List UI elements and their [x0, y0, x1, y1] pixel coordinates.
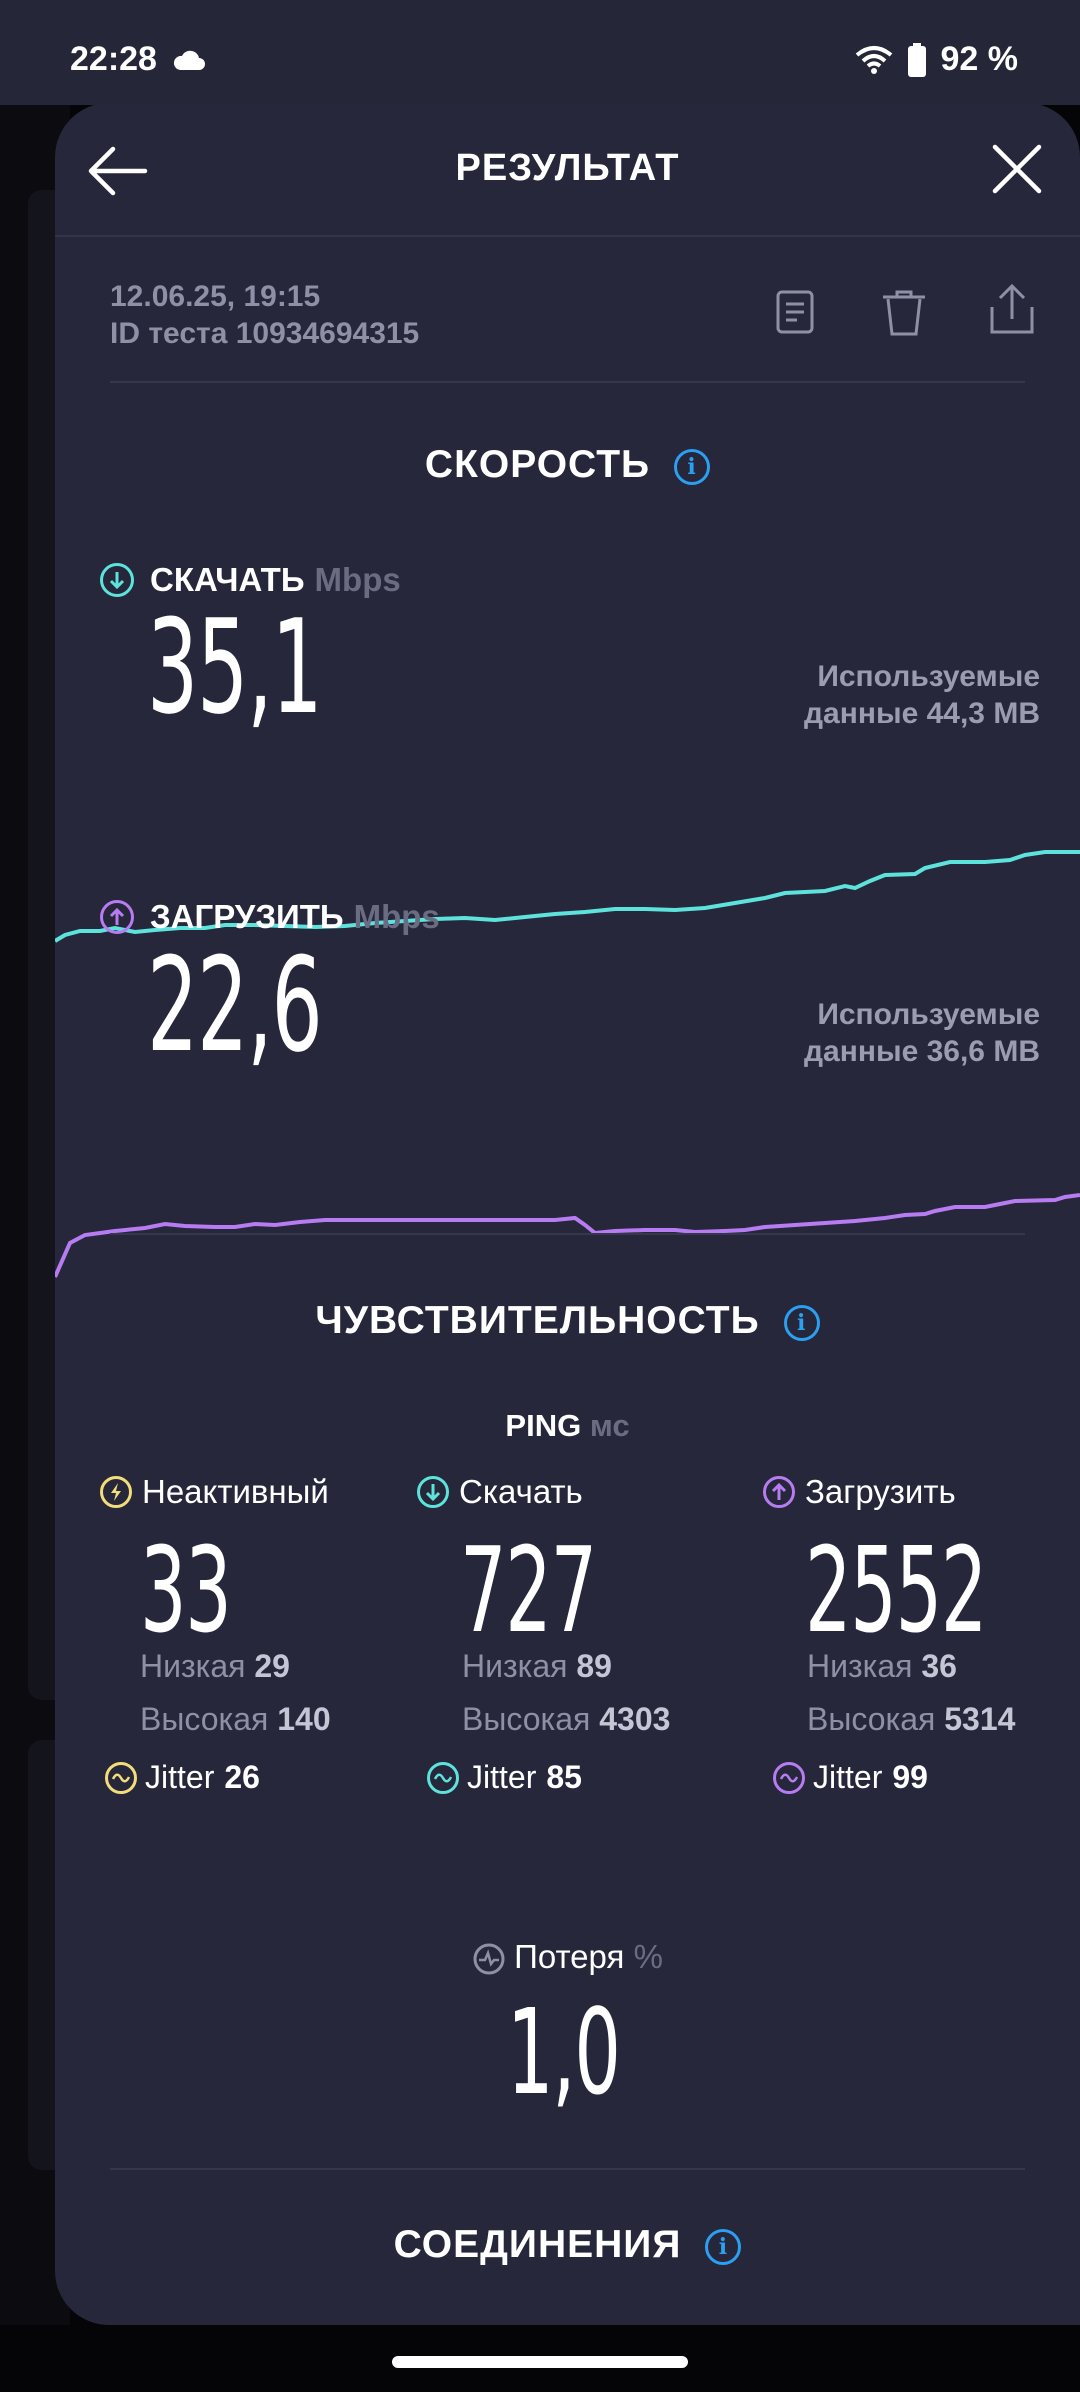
test-datetime: 12.06.25, 19:15 — [110, 280, 321, 313]
upload-used-data: Используемые данные 36,6 MB — [804, 998, 1040, 1068]
header: РЕЗУЛЬТАТ — [55, 103, 1080, 237]
packet-loss-value: 1,0 — [507, 1983, 621, 2121]
upload-label: ЗАГРУЗИТЬ Mbps — [100, 898, 440, 936]
ping-idle-column: Неактивный — [100, 1473, 329, 1511]
ping-idle-high: Высокая 140 — [140, 1701, 331, 1737]
upload-speed-graph — [55, 1193, 1080, 1278]
packet-loss-label: Потеря % — [55, 1938, 1080, 1976]
ping-idle-jitter: Jitter 26 — [105, 1759, 260, 1796]
close-icon[interactable] — [989, 141, 1045, 197]
ping-upload-jitter: Jitter 99 — [773, 1759, 928, 1796]
result-sheet: РЕЗУЛЬТАТ 12.06.25, 19:15 ID теста 10934… — [55, 103, 1080, 2325]
ping-idle-value: 33 — [140, 1521, 232, 1659]
upload-arrow-icon — [100, 900, 134, 934]
wifi-icon — [855, 45, 892, 74]
battery-icon — [907, 42, 926, 77]
ping-idle-low: Низкая 29 — [140, 1648, 290, 1684]
ping-download-high: Высокая 4303 — [462, 1701, 671, 1737]
info-icon[interactable]: i — [705, 2228, 742, 2265]
ping-upload-label: Загрузить — [805, 1473, 956, 1510]
trash-icon[interactable] — [881, 289, 927, 337]
page-title: РЕЗУЛЬТАТ — [455, 147, 680, 189]
wave-icon — [427, 1761, 459, 1794]
pulse-icon — [473, 1943, 505, 1975]
ping-download-value: 727 — [460, 1521, 597, 1659]
cloud-icon — [173, 50, 205, 70]
speed-section-title: СКОРОСТЬ i — [55, 443, 1080, 487]
info-icon[interactable]: i — [674, 448, 711, 485]
wave-icon — [773, 1761, 805, 1794]
test-id: ID теста 10934694315 — [110, 317, 420, 350]
sensitivity-section-title: ЧУВСТВИТЕЛЬНОСТЬ i — [55, 1299, 1080, 1343]
info-icon[interactable]: i — [783, 1304, 820, 1341]
battery-percent: 92 % — [940, 40, 1019, 78]
wave-icon — [105, 1761, 137, 1794]
download-arrow-icon — [100, 563, 134, 597]
connections-section-title: СОЕДИНЕНИЯ i — [55, 2223, 1080, 2267]
document-icon[interactable] — [775, 289, 815, 335]
ping-heading: PING мс — [505, 1408, 630, 1443]
upload-speed-value: 22,6 — [147, 929, 323, 1081]
status-time: 22:28 — [70, 40, 157, 78]
ping-upload-value: 2552 — [805, 1521, 987, 1659]
download-speed-value: 35,1 — [147, 591, 323, 743]
ping-download-jitter: Jitter 85 — [427, 1759, 582, 1796]
lightning-icon — [100, 1476, 132, 1508]
home-indicator[interactable] — [392, 2356, 688, 2368]
status-bar: 22:28 92 % — [0, 0, 1080, 105]
ping-upload-low: Низкая 36 — [807, 1648, 957, 1684]
download-used-data: Используемые данные 44,3 MB — [804, 660, 1040, 730]
share-icon[interactable] — [988, 283, 1036, 335]
back-arrow-icon[interactable] — [85, 143, 151, 199]
ping-idle-label: Неактивный — [142, 1473, 329, 1510]
download-arrow-icon — [417, 1476, 449, 1508]
upload-arrow-icon — [763, 1476, 795, 1508]
divider — [110, 381, 1025, 383]
ping-download-low: Низкая 89 — [462, 1648, 612, 1684]
download-label: СКАЧАТЬ Mbps — [100, 561, 401, 599]
ping-upload-column: Загрузить — [763, 1473, 956, 1511]
test-meta: 12.06.25, 19:15 ID теста 10934694315 — [110, 278, 419, 352]
divider — [110, 2168, 1025, 2170]
divider — [110, 1233, 1025, 1235]
ping-download-label: Скачать — [459, 1473, 583, 1510]
download-speed-graph — [55, 850, 1080, 943]
ping-download-column: Скачать — [417, 1473, 583, 1511]
ping-upload-high: Высокая 5314 — [807, 1701, 1016, 1737]
